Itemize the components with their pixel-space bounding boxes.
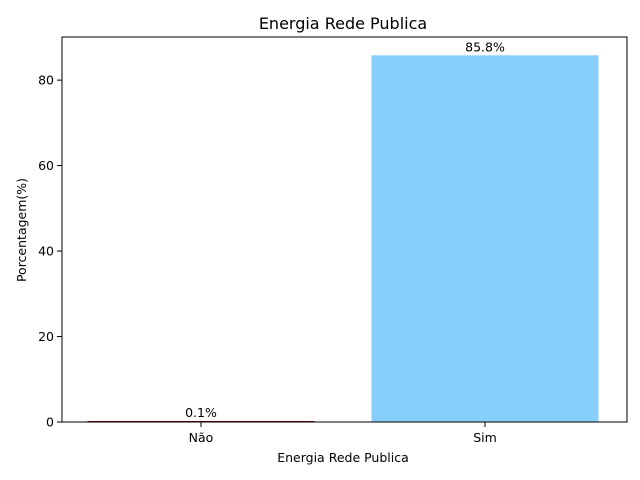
bar-2 [371,55,599,422]
y-tick-label-40: 40 [38,244,54,259]
plot-area: 0.1% Não 85.8% Sim 0 20 40 60 80 [38,36,628,445]
x-tick-label-2: Sim [473,430,497,445]
y-tick-label-80: 80 [38,73,54,88]
y-axis-label: Porcentagem(%) [14,178,29,282]
y-tick-label-60: 60 [38,158,54,173]
axes-frame [61,36,628,423]
y-tick-label-20: 20 [38,329,54,344]
chart-title: Energia Rede Publica [259,14,427,33]
x-tick-label-1: Não [189,430,214,445]
y-tick-label-0: 0 [46,415,54,430]
data-label-2: 85.8% [465,39,505,54]
data-label-1: 0.1% [185,405,217,420]
x-axis-label: Energia Rede Publica [277,450,409,465]
